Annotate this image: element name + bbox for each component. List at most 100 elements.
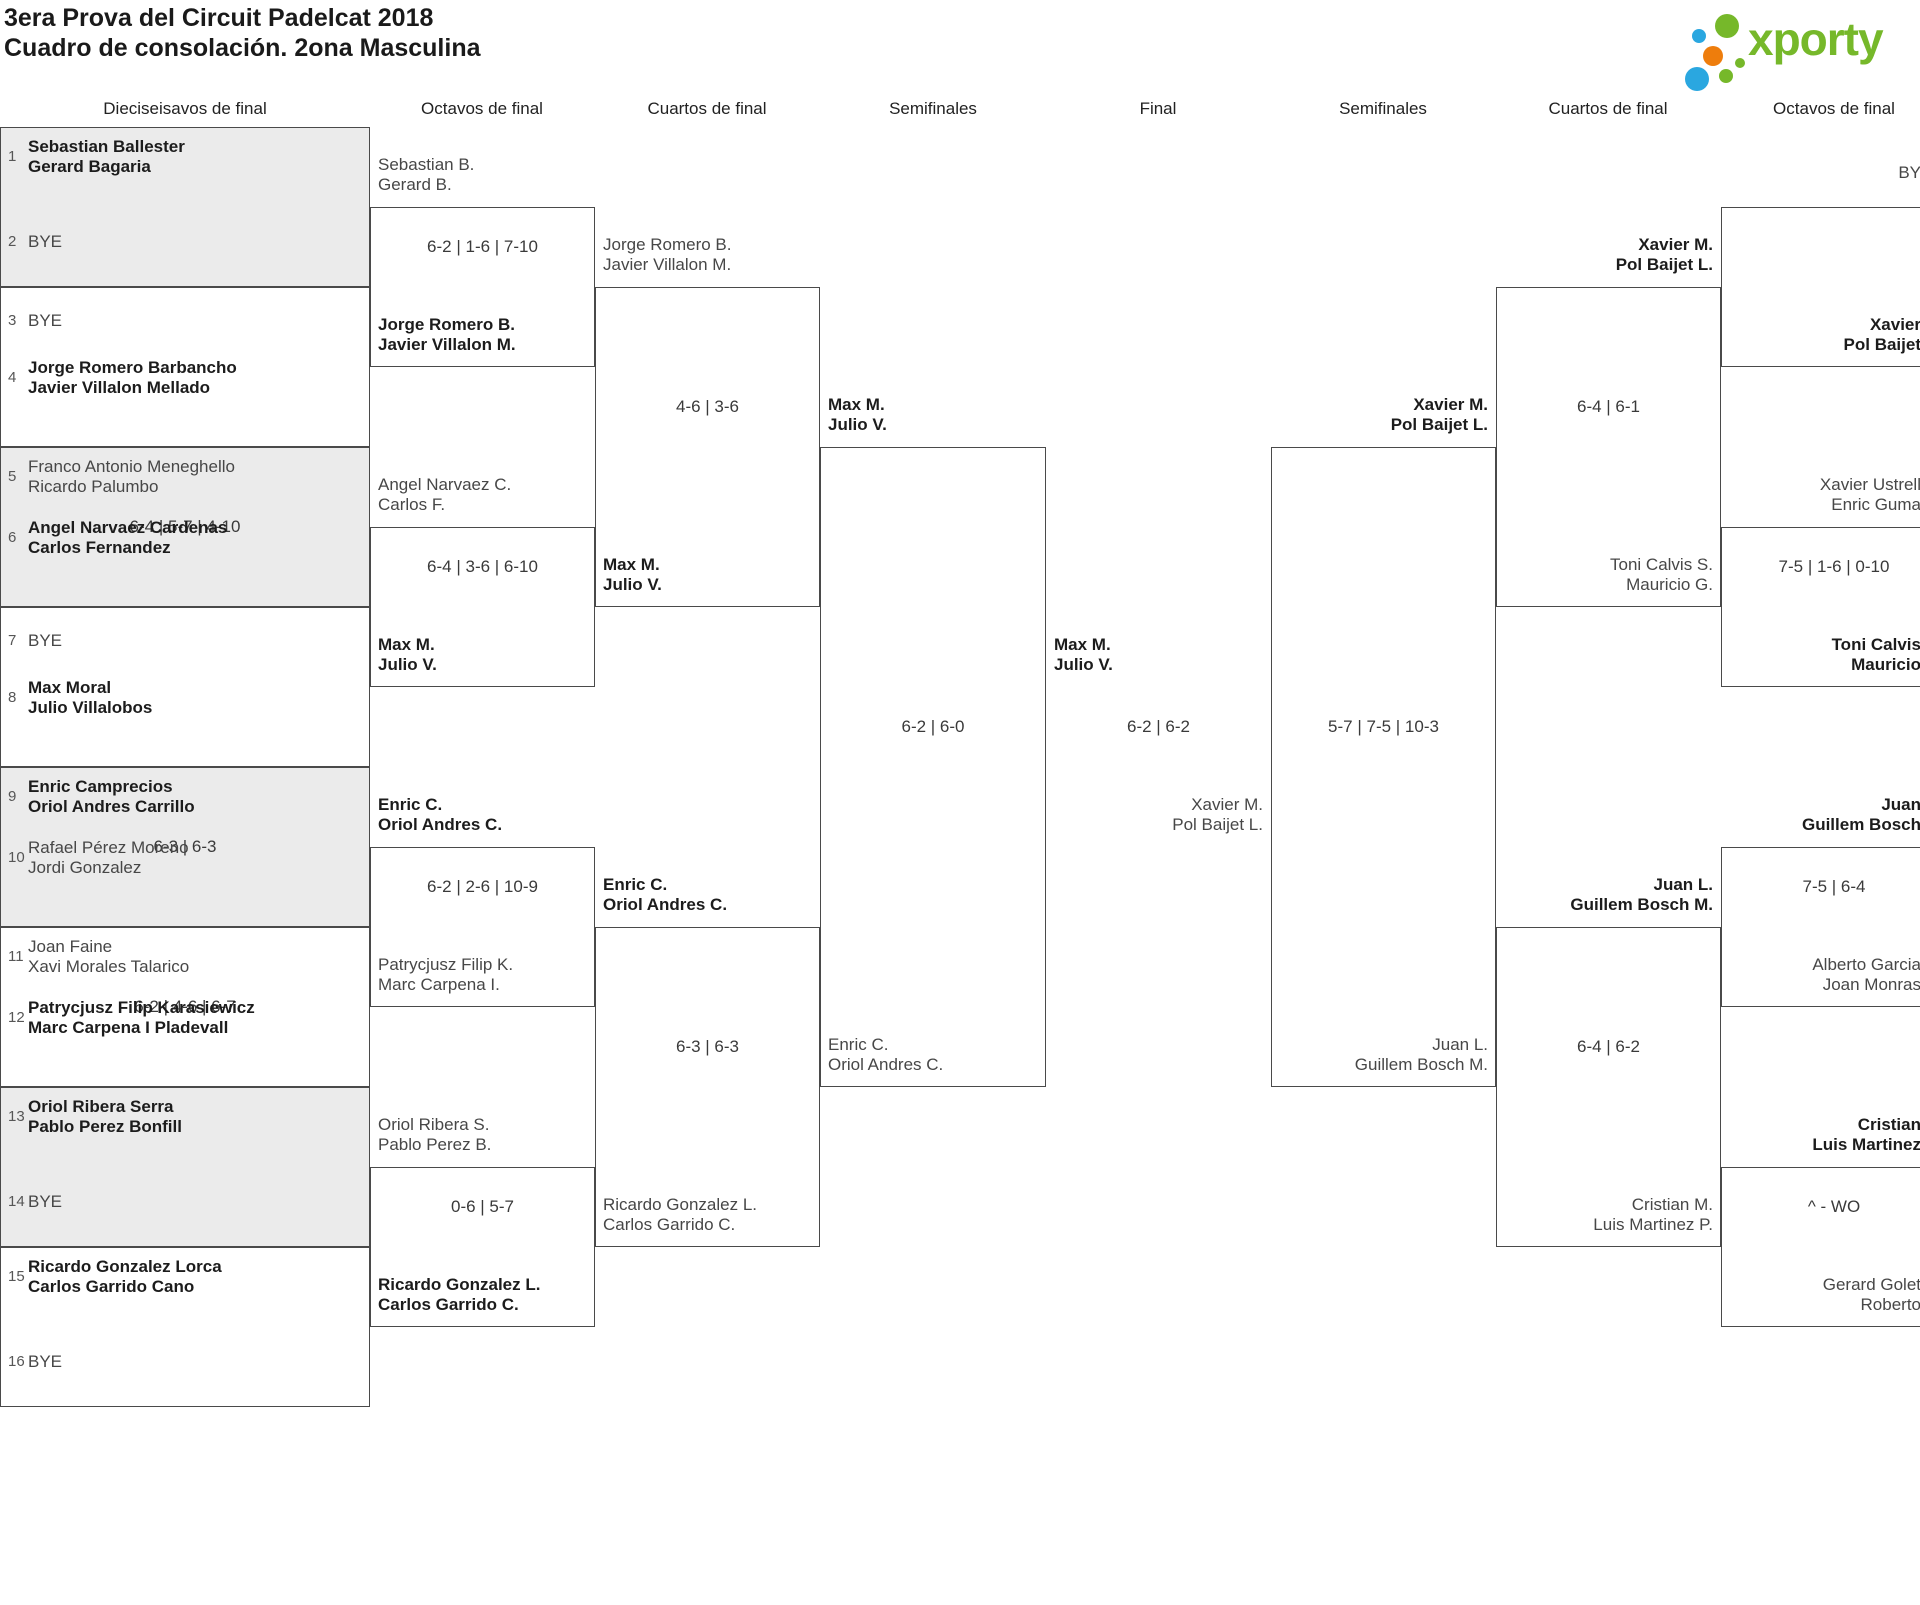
team-name-line: BYE [28,631,63,650]
team-name-line: Pol Baijet L. [1172,815,1263,834]
team-name-line: Oriol Ribera S. [378,1115,490,1134]
match-score: ^ - WO [1807,1197,1861,1216]
match-box [0,1247,370,1407]
team-name-line: Oriol Andres C. [603,895,728,914]
team-name-line: Joan Monras [1822,975,1920,994]
match-box [820,447,1046,1087]
team-entry: Xavier Pol Baijet [1844,315,1920,355]
team-entry: Gerard Golet Roberto [1823,1275,1920,1315]
team-name-line: Guillem Bosch M. [1354,1055,1488,1074]
match-score: 6-2 | 1-6 | 7-10 [427,237,538,256]
logo-dot-green-small [1719,69,1733,83]
team-name-line: Carlos Garrido Cano [28,1277,195,1296]
team-name-line: Roberto [1860,1295,1920,1314]
team-name-line: Xavier M. [1413,395,1488,414]
logo-dot-blue-large [1685,67,1709,91]
logo-dot-blue-small [1692,29,1706,43]
match-score: 6-4 | 3-6 | 6-10 [427,557,538,576]
match-box [595,287,820,607]
seed-number: 11 [8,948,24,965]
team-name-line: Javier Villalon M. [603,255,732,274]
page-title-line2: Cuadro de consolación. 2ona Masculina [4,34,481,62]
match-box [595,927,820,1247]
seed-number: 13 [8,1108,25,1125]
seed-number: 7 [8,632,17,649]
team-entry: Angel Narvaez Cardenas Carlos Fernandez [28,518,227,558]
team-entry: Oriol Ribera Serra Pablo Perez Bonfill [28,1097,182,1137]
team-name-line: Xavi Morales Talarico [28,957,190,976]
team-name-line: Carlos Fernandez [28,538,171,557]
match-box [1496,927,1721,1247]
team-entry: Ricardo Gonzalez Lorca Carlos Garrido Can… [28,1257,222,1297]
team-name-line: Angel Narvaez C. [378,475,512,494]
team-name-line: Gerard B. [378,175,452,194]
team-name-line: Pol Baijet L. [1615,255,1713,274]
team-name-line: Julio V. [603,575,662,594]
team-entry: Enric Camprecios Oriol Andres Carrillo [28,777,195,817]
match-score: 0-6 | 5-7 [450,1197,515,1216]
match-box [1496,287,1721,607]
team-name-line: BY [1898,163,1920,182]
team-entry: Juan L. Guillem Bosch M. [1570,875,1713,915]
team-bye: BYE [28,311,62,331]
team-name-line: Franco Antonio Meneghello [28,457,235,476]
team-entry: Juan L. Guillem Bosch M. [1355,1035,1488,1075]
match-score: 6-4 | 6-2 [1576,1037,1641,1056]
match-score: 6-2 | 4-6 | 6-7 [134,997,236,1016]
team-name-line: Marc Carpena I Pladevall [28,1018,229,1037]
team-name-line: Carlos F. [378,495,446,514]
round-header: Octavos de final [1773,99,1895,118]
team-name-line: Pol Baijet L. [1390,415,1488,434]
match-box [1721,1167,1920,1327]
team-name-line: Guillem Bosch [1801,815,1920,834]
team-name-line: Ricardo Gonzalez L. [378,1275,541,1294]
team-name-line: Max M. [378,635,435,654]
team-name-line: Julio V. [378,655,437,674]
team-entry: Xavier Ustrell Enric Guma [1820,475,1920,515]
team-name-line: Xavier Ustrell [1819,475,1920,494]
team-entry: Alberto Garcia Joan Monras [1812,955,1920,995]
match-box [0,1087,370,1247]
round-header: Cuartos de final [647,99,767,118]
round-header: Semifinales [889,99,977,118]
match-box [370,847,595,1007]
team-name-line: Luis Martinez P. [1593,1215,1713,1234]
team-entry: Jorge Romero B. Javier Villalon M. [603,235,732,275]
xporty-logo[interactable]: xporty [1680,4,1915,92]
team-name-line: Xavier [1869,315,1920,334]
seed-number: 5 [8,468,17,485]
team-entry: Toni Calvis S. Mauricio G. [1610,555,1713,595]
team-name-line: Oriol Andres C. [378,815,503,834]
seed-number: 8 [8,689,17,706]
seed-number: 3 [8,312,17,329]
team-name-line: Gerard Bagaria [28,157,151,176]
team-entry: Max Moral Julio Villalobos [28,678,152,718]
team-name-line: Patrycjusz Filip Karasiewicz [28,998,255,1017]
team-name-line: Oriol Andres Carrillo [28,797,195,816]
match-box [370,1167,595,1327]
match-score: 7-5 | 1-6 | 0-10 [1778,557,1890,576]
match-score: 6-4 | 5-7 | 4-10 [129,517,241,536]
round-header: Octavos de final [421,99,543,118]
match-box [0,927,370,1087]
seed-number: 16 [8,1353,25,1370]
team-entry: Xavier M. Pol Baijet L. [1616,235,1713,275]
team-name-line: Jorge Romero Barbancho [28,358,237,377]
team-entry: Enric C. Oriol Andres C. [378,795,502,835]
team-name-line: Juan L. [1653,875,1713,894]
team-entry: Toni Calvis Mauricio [1832,635,1920,675]
team-entry: Ricardo Gonzalez L. Carlos Garrido C. [378,1275,540,1315]
logo-wordmark: xporty [1748,13,1884,65]
team-entry: Jorge Romero B. Javier Villalon M. [378,315,516,355]
team-name-line: Pablo Perez B. [378,1135,492,1154]
match-score: 5-7 | 7-5 | 10-3 [1328,717,1439,736]
match-score: 6-3 | 6-3 [675,1037,740,1056]
team-entry: Franco Antonio Meneghello Ricardo Palumbo [28,457,235,497]
team-name-line: Carlos Garrido C. [378,1295,519,1314]
round-header: Cuartos de final [1548,99,1668,118]
team-name-line: BYE [28,232,63,251]
team-name-line: Enric Camprecios [28,777,173,796]
team-entry: Xavier M. Pol Baijet L. [1391,395,1488,435]
team-name-line: Toni Calvis [1831,635,1920,654]
team-entry: Enric C. Oriol Andres C. [603,875,727,915]
